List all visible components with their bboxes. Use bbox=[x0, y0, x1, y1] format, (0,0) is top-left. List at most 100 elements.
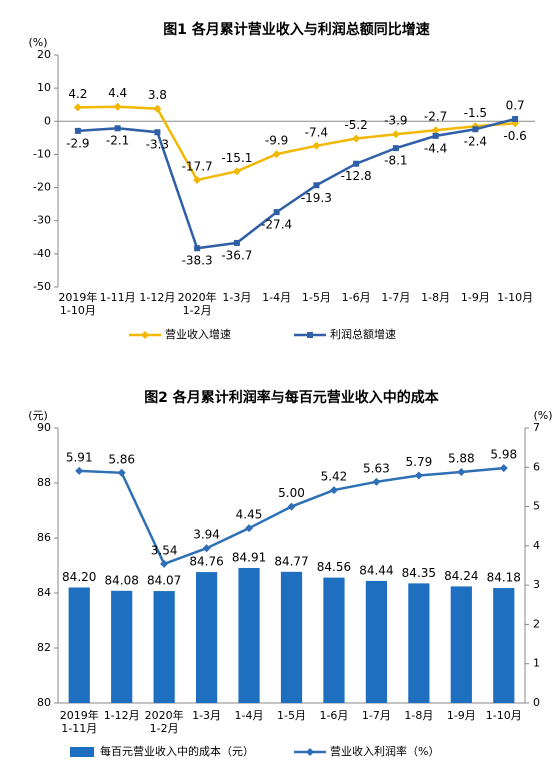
bar bbox=[493, 588, 515, 703]
y2-tick-label: 1 bbox=[533, 657, 540, 670]
marker bbox=[306, 748, 314, 756]
x-tick-label: 1-11月 bbox=[100, 291, 136, 304]
y-tick-label: -50 bbox=[33, 280, 51, 293]
x-tick-label: 1-2月 bbox=[150, 722, 179, 735]
legend-label: 营业收入利润率（%） bbox=[330, 744, 439, 758]
bar bbox=[238, 567, 260, 703]
marker bbox=[307, 332, 313, 338]
marker bbox=[75, 466, 84, 475]
marker bbox=[432, 132, 439, 139]
marker bbox=[245, 524, 254, 533]
data-label: 4.2 bbox=[68, 87, 87, 101]
x-tick-label: 2019年 bbox=[58, 290, 97, 304]
marker bbox=[372, 477, 381, 486]
marker bbox=[472, 126, 479, 133]
y-tick-label: -20 bbox=[33, 181, 51, 194]
data-label: 5.98 bbox=[490, 448, 517, 462]
x-tick-label: 1-2月 bbox=[183, 304, 212, 317]
x-tick-label: 1-12月 bbox=[104, 709, 140, 722]
marker bbox=[392, 145, 399, 152]
marker bbox=[74, 127, 81, 134]
y-tick-label: 0 bbox=[44, 114, 51, 127]
y-tick-label: -30 bbox=[33, 214, 51, 227]
data-label: -15.1 bbox=[221, 151, 252, 165]
marker bbox=[414, 471, 423, 480]
data-label: 84.44 bbox=[359, 563, 393, 577]
series-line bbox=[77, 117, 516, 250]
y2-unit: (%) bbox=[533, 409, 552, 422]
bar bbox=[68, 587, 90, 703]
marker bbox=[499, 464, 508, 473]
marker bbox=[73, 103, 82, 112]
x-tick-label: 1-5月 bbox=[277, 709, 306, 722]
x-tick-label: 1-10月 bbox=[497, 291, 533, 304]
marker bbox=[202, 544, 211, 553]
marker bbox=[233, 239, 240, 246]
data-label: 3.94 bbox=[193, 528, 220, 542]
data-label: -17.7 bbox=[182, 159, 213, 173]
data-label: -2.4 bbox=[464, 135, 487, 149]
marker bbox=[353, 160, 360, 167]
x-tick-label: 1-5月 bbox=[302, 291, 331, 304]
data-label: 84.91 bbox=[232, 550, 266, 564]
y-unit: (元) bbox=[28, 409, 48, 422]
data-label: -2.7 bbox=[424, 110, 447, 124]
data-label: -4.4 bbox=[424, 141, 447, 155]
x-tick-label: 1-6月 bbox=[319, 709, 348, 722]
data-label: 84.77 bbox=[274, 554, 308, 568]
data-label: 5.79 bbox=[406, 455, 433, 469]
data-label: 84.20 bbox=[62, 570, 96, 584]
marker bbox=[352, 134, 361, 143]
bar bbox=[195, 572, 218, 703]
data-label: 4.45 bbox=[236, 508, 263, 522]
marker bbox=[329, 486, 338, 495]
legend-swatch bbox=[70, 747, 94, 757]
x-tick-label: 1-10月 bbox=[486, 709, 522, 722]
marker bbox=[117, 468, 126, 477]
data-label: -27.4 bbox=[261, 218, 292, 232]
y-tick-label: 82 bbox=[37, 641, 51, 654]
data-label: -3.3 bbox=[146, 138, 169, 152]
y-tick-label: 88 bbox=[37, 476, 51, 489]
data-label: -8.1 bbox=[384, 154, 407, 168]
data-label: -19.3 bbox=[301, 191, 332, 205]
marker bbox=[194, 245, 201, 252]
data-label: 84.56 bbox=[317, 560, 351, 574]
marker bbox=[431, 126, 440, 135]
data-label: -38.3 bbox=[182, 254, 213, 268]
x-tick-label: 1-3月 bbox=[222, 291, 251, 304]
data-label: -0.6 bbox=[503, 129, 526, 143]
data-label: 84.35 bbox=[402, 566, 436, 580]
x-tick-label: 1-9月 bbox=[461, 291, 490, 304]
data-label: 5.00 bbox=[278, 486, 305, 500]
y2-tick-label: 0 bbox=[533, 696, 540, 709]
data-label: 3.54 bbox=[151, 543, 178, 557]
marker bbox=[193, 175, 202, 184]
y-tick-label: -10 bbox=[33, 147, 51, 160]
chart-title: 图2 各月累计利润率与每百元营业收入中的成本 bbox=[144, 389, 440, 406]
data-label: -12.8 bbox=[341, 169, 372, 183]
y2-tick-label: 5 bbox=[533, 500, 540, 513]
marker bbox=[154, 129, 161, 136]
bar bbox=[365, 580, 388, 703]
marker bbox=[232, 167, 241, 176]
marker bbox=[113, 102, 122, 111]
x-tick-label: 1-7月 bbox=[362, 709, 391, 722]
x-tick-label: 1-4月 bbox=[235, 709, 264, 722]
data-label: 5.86 bbox=[108, 452, 135, 466]
y-unit: (%) bbox=[28, 36, 47, 49]
marker bbox=[272, 150, 281, 159]
data-label: -36.7 bbox=[221, 248, 252, 262]
marker bbox=[273, 209, 280, 216]
x-tick-label: 2020年 bbox=[145, 708, 184, 722]
bar bbox=[450, 586, 472, 703]
bar bbox=[323, 577, 345, 703]
marker bbox=[312, 141, 321, 150]
x-tick-label: 1-9月 bbox=[447, 709, 476, 722]
data-label: -5.2 bbox=[344, 118, 367, 132]
x-tick-label: 1-6月 bbox=[342, 291, 371, 304]
chart-title: 图1 各月累计营业收入与利润总额同比增速 bbox=[163, 21, 430, 38]
data-label: 0.7 bbox=[506, 98, 525, 112]
y-tick-label: -40 bbox=[33, 247, 51, 260]
